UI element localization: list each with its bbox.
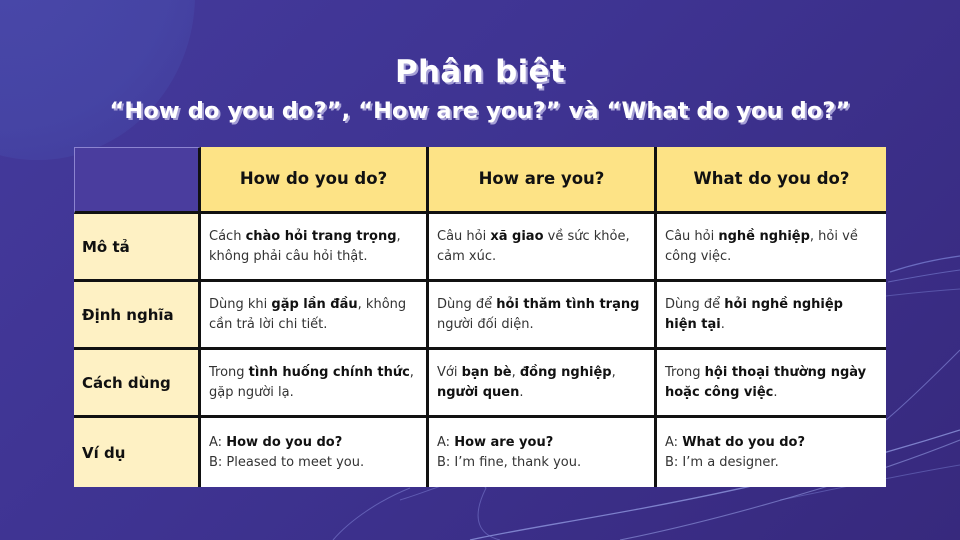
- column-header-how-do-you-do: How do you do?: [201, 147, 429, 214]
- table-corner-cell: [74, 147, 201, 214]
- table-cell: Câu hỏi xã giao về sức khỏe, cảm xúc.: [429, 214, 657, 282]
- row-label-vi-du: Ví dụ: [74, 418, 201, 487]
- row-label-mo-ta: Mô tả: [74, 214, 201, 282]
- table-cell: Trong hội thoại thường ngày hoặc công vi…: [657, 350, 886, 418]
- example-dialogue: A: How do you do? B: Pleased to meet you…: [209, 434, 365, 470]
- table-cell: A: How are you? B: I’m fine, thank you.: [429, 418, 657, 487]
- table-cell: Cách chào hỏi trang trọng, không phải câ…: [201, 214, 429, 282]
- example-dialogue: A: What do you do? B: I’m a designer.: [665, 434, 806, 470]
- table-cell: Dùng để hỏi thăm tình trạng người đối di…: [429, 282, 657, 350]
- page-title: Phân biệt: [395, 54, 565, 90]
- example-dialogue: A: How are you? B: I’m fine, thank you.: [437, 434, 582, 470]
- comparison-table: How do you do? How are you? What do you …: [74, 147, 886, 487]
- column-header-what-do-you-do: What do you do?: [657, 147, 886, 214]
- table-cell: Dùng để hỏi nghề nghiệp hiện tại.: [657, 282, 886, 350]
- row-label-cach-dung: Cách dùng: [74, 350, 201, 418]
- table-cell: Trong tình huống chính thức, gặp người l…: [201, 350, 429, 418]
- table-cell: Với bạn bè, đồng nghiệp, người quen.: [429, 350, 657, 418]
- table-cell: A: What do you do? B: I’m a designer.: [657, 418, 886, 487]
- page-subtitle: “How do you do?”, “How are you?” và “Wha…: [109, 98, 851, 124]
- table-cell: Dùng khi gặp lần đầu, không cần trả lời …: [201, 282, 429, 350]
- title-block: Phân biệt “How do you do?”, “How are you…: [0, 52, 960, 126]
- column-header-how-are-you: How are you?: [429, 147, 657, 214]
- row-label-dinh-nghia: Định nghĩa: [74, 282, 201, 350]
- table-cell: Câu hỏi nghề nghiệp, hỏi về công việc.: [657, 214, 886, 282]
- table-cell: A: How do you do? B: Pleased to meet you…: [201, 418, 429, 487]
